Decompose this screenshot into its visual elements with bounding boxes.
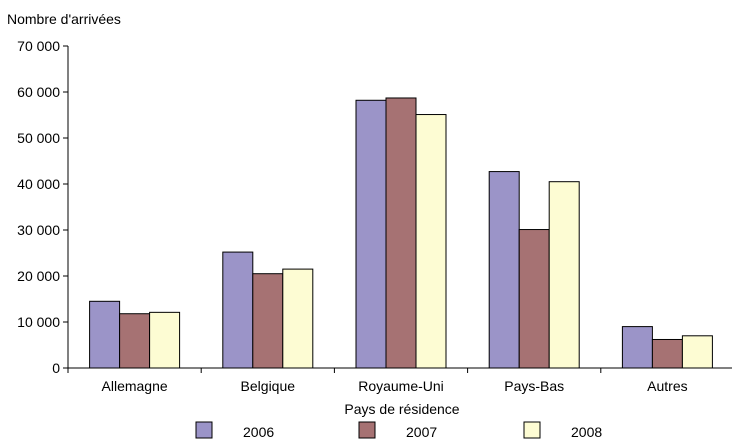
legend-label: 2008 bbox=[571, 424, 602, 439]
x-tick-label: Autres bbox=[647, 378, 687, 394]
bar-2006 bbox=[355, 99, 387, 369]
bar-2008 bbox=[681, 335, 713, 369]
x-tick-label: Pays-Bas bbox=[504, 378, 564, 394]
legend-swatch-2007 bbox=[358, 421, 376, 439]
legend-label: 2007 bbox=[406, 424, 437, 439]
y-tick-label: 60 000 bbox=[17, 84, 60, 100]
y-tick-label: 10 000 bbox=[17, 314, 60, 330]
bar-2008 bbox=[548, 181, 580, 369]
legend-swatch-2008 bbox=[523, 421, 541, 439]
bar-2008 bbox=[282, 268, 314, 369]
x-axis-title: Pays de résidence bbox=[344, 401, 459, 417]
bar-2008 bbox=[149, 311, 181, 369]
bars bbox=[89, 97, 713, 369]
y-tick-label: 30 000 bbox=[17, 222, 60, 238]
bar-2007 bbox=[385, 97, 417, 369]
legend: 2006 2007 2008 bbox=[195, 421, 602, 439]
bar-2007 bbox=[252, 273, 284, 369]
y-tick-label: 40 000 bbox=[17, 176, 60, 192]
bar-2007 bbox=[518, 229, 550, 369]
bar-2006 bbox=[89, 300, 121, 369]
legend-swatch-2006 bbox=[195, 421, 213, 439]
bar-2007 bbox=[651, 338, 683, 369]
bar-2006 bbox=[222, 251, 254, 369]
x-tick-label: Royaume-Uni bbox=[358, 378, 444, 394]
x-tick-label: Allemagne bbox=[102, 378, 168, 394]
y-tick-label: 20 000 bbox=[17, 268, 60, 284]
y-tick-label: 0 bbox=[52, 360, 60, 376]
bar-2006 bbox=[488, 171, 520, 369]
y-tick-label: 50 000 bbox=[17, 130, 60, 146]
bar-2008 bbox=[415, 114, 447, 369]
bar-2007 bbox=[119, 313, 151, 369]
tick-labels: 0 10 000 20 000 30 000 40 000 50 000 60 000 70 … bbox=[17, 38, 687, 394]
legend-label: 2006 bbox=[243, 424, 274, 439]
x-tick-label: Belgique bbox=[241, 378, 296, 394]
bar-2006 bbox=[621, 326, 653, 369]
y-tick-label: 70 000 bbox=[17, 38, 60, 54]
y-axis-title: Nombre d'arrivées bbox=[7, 11, 121, 27]
